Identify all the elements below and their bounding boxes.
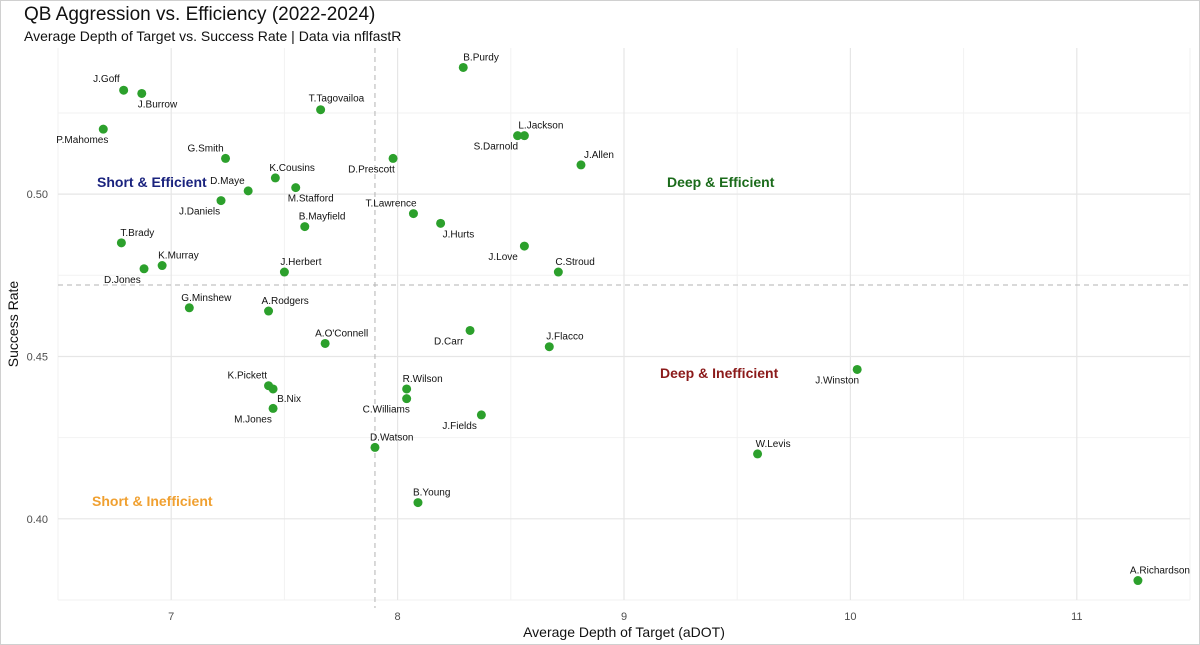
point-label: W.Levis [756,439,791,450]
data-point [243,186,253,196]
point-label: J.Fields [442,421,476,432]
x-tick-label: 8 [395,611,401,623]
point-label: G.Minshew [181,293,232,304]
x-tick-label: 11 [1071,611,1082,623]
point-label: B.Nix [277,394,301,405]
point-label: S.Darnold [474,142,518,153]
data-point [300,222,310,232]
data-point [852,364,862,374]
data-point [157,261,167,271]
data-point [519,241,529,251]
x-tick-label: 10 [844,611,856,623]
data-point [270,173,280,183]
point-label: K.Murray [158,251,199,262]
chart-subtitle: Average Depth of Target vs. Success Rate… [24,28,402,44]
data-point [513,131,523,141]
point-label: J.Hurts [443,229,475,240]
data-point [753,449,763,459]
data-point [184,303,194,313]
data-point [291,183,301,193]
quadrant-labels: Short & Efficient Deep & Efficient Deep & … [92,174,779,509]
data-point [370,442,380,452]
data-point [264,306,274,316]
data-point [544,342,554,352]
x-tick-label: 9 [621,611,627,623]
quadrant-label: Deep & Inefficient [660,365,779,381]
point-label: D.Carr [434,336,464,347]
point-label: D.Maye [210,176,245,187]
data-point [402,384,412,394]
y-tick-label: 0.40 [27,514,48,526]
point-label: J.Herbert [280,257,321,268]
data-point [553,267,563,277]
point-label: B.Mayfield [299,212,346,223]
point-label: J.Winston [815,375,859,386]
data-point [576,160,586,170]
point-label: A.Richardson [1130,566,1190,577]
point-label: T.Lawrence [365,199,417,210]
x-axis-title: Average Depth of Target (aDOT) [523,624,725,640]
quadrant-label: Deep & Efficient [667,174,775,190]
point-label: B.Young [413,488,450,499]
point-label: A.Rodgers [262,296,309,307]
data-point [116,238,126,248]
point-label: J.Love [488,252,518,263]
point-label: C.Stroud [555,257,594,268]
data-point [436,218,446,228]
grid-lines [57,48,1191,601]
data-point [98,124,108,134]
data-point [119,85,129,95]
y-axis-title: Success Rate [5,281,21,368]
data-point [268,384,278,394]
quadrant-label: Short & Inefficient [92,493,213,509]
point-label: J.Allen [584,150,614,161]
data-point [139,264,149,274]
point-label: L.Jackson [518,121,563,132]
point-label: M.Stafford [288,194,334,205]
data-point [137,88,147,98]
point-label: D.Prescott [348,164,395,175]
point-label: K.Pickett [228,371,268,382]
point-label: J.Daniels [179,207,220,218]
data-point [221,153,231,163]
y-tick-label: 0.45 [27,351,48,363]
data-point [388,153,398,163]
data-point [402,394,412,404]
data-point [216,196,226,206]
data-point [465,325,475,335]
point-label: G.Smith [188,143,224,154]
data-point [316,105,326,115]
point-label: J.Flacco [546,332,584,343]
data-point [476,410,486,420]
data-point [519,131,529,141]
point-label: C.Williams [363,405,410,416]
point-label: J.Burrow [138,99,178,110]
data-point [268,403,278,413]
point-label: P.Mahomes [56,135,108,146]
data-point [279,267,289,277]
axes: 7 8 9 10 11 0.40 0.45 0.50 [27,189,1083,623]
point-label: J.Goff [93,74,120,85]
data-points: B.Purdy J.Goff J.Burrow T.Tagovailoa P.Mahom… [56,52,1190,586]
data-point [320,338,330,348]
point-label: K.Cousins [269,163,315,174]
data-point [458,62,468,72]
y-tick-label: 0.50 [27,189,48,201]
point-label: R.Wilson [403,374,443,385]
point-label: D.Watson [370,432,414,443]
x-tick-label: 7 [168,611,174,623]
point-label: T.Tagovailoa [309,94,365,105]
chart-title: QB Aggression vs. Efficiency (2022-2024) [24,4,376,25]
point-label: D.Jones [104,275,141,286]
point-label: M.Jones [234,414,272,425]
data-point [413,498,423,508]
data-point [1133,576,1143,586]
point-label: A.O'Connell [315,328,368,339]
point-label: B.Purdy [463,52,499,63]
point-label: T.Brady [120,228,154,239]
quadrant-label: Short & Efficient [97,174,207,190]
reference-lines [58,48,1190,608]
data-point [408,209,418,219]
